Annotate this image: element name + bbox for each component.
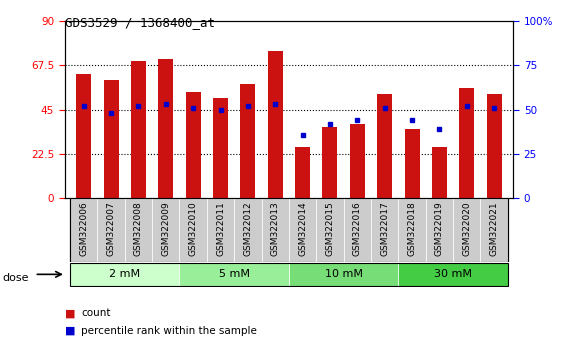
Text: GSM322013: GSM322013 (271, 201, 280, 256)
Bar (104, 80, 118, 198)
Text: 2 mM: 2 mM (109, 269, 140, 279)
Text: GSM322017: GSM322017 (380, 201, 389, 256)
Text: GSM322015: GSM322015 (325, 201, 334, 256)
Text: GSM322021: GSM322021 (490, 201, 499, 256)
Text: ■: ■ (65, 326, 75, 336)
Bar (404, 130, 420, 198)
Bar (486, 94, 502, 198)
Text: count: count (81, 308, 111, 318)
Text: ■: ■ (65, 308, 75, 318)
Bar (180, 263, 289, 285)
Text: GSM322009: GSM322009 (161, 201, 171, 256)
Text: 10 mM: 10 mM (325, 269, 362, 279)
Text: GSM322012: GSM322012 (243, 201, 252, 256)
Bar (453, 198, 480, 262)
Text: percentile rank within the sample: percentile rank within the sample (81, 326, 257, 336)
Bar (344, 198, 371, 262)
Bar (459, 88, 474, 198)
Bar (234, 198, 261, 262)
Bar (76, 74, 91, 198)
Bar (398, 263, 508, 285)
Bar (426, 198, 453, 262)
Text: GSM322019: GSM322019 (435, 201, 444, 256)
Bar (261, 198, 289, 262)
Bar (213, 98, 228, 198)
Text: dose: dose (3, 273, 29, 283)
Text: GSM322007: GSM322007 (107, 201, 116, 256)
Text: GSM322014: GSM322014 (298, 201, 307, 256)
Bar (377, 94, 392, 198)
Bar (70, 263, 180, 285)
Bar (125, 198, 152, 262)
Bar (398, 198, 426, 262)
Bar (158, 59, 173, 198)
Text: GSM322010: GSM322010 (188, 201, 197, 256)
Bar (207, 198, 234, 262)
Text: GSM322018: GSM322018 (407, 201, 417, 256)
Bar (432, 147, 447, 198)
Text: GSM322011: GSM322011 (216, 201, 225, 256)
Bar (316, 198, 344, 262)
Text: GSM322016: GSM322016 (353, 201, 362, 256)
Bar (70, 198, 98, 262)
Bar (186, 92, 201, 198)
Bar (152, 198, 180, 262)
Bar (350, 124, 365, 198)
Bar (371, 198, 398, 262)
Text: GSM322006: GSM322006 (79, 201, 88, 256)
Bar (289, 263, 398, 285)
Text: GSM322008: GSM322008 (134, 201, 143, 256)
Bar (98, 198, 125, 262)
Bar (131, 61, 146, 198)
Text: 30 mM: 30 mM (434, 269, 472, 279)
Bar (240, 84, 255, 198)
Bar (268, 51, 283, 198)
Text: GDS3529 / 1368400_at: GDS3529 / 1368400_at (65, 16, 214, 29)
Bar (289, 198, 316, 262)
Bar (295, 147, 310, 198)
Bar (180, 198, 207, 262)
Bar (323, 127, 338, 198)
Text: 5 mM: 5 mM (219, 269, 250, 279)
Text: GSM322020: GSM322020 (462, 201, 471, 256)
Bar (480, 198, 508, 262)
